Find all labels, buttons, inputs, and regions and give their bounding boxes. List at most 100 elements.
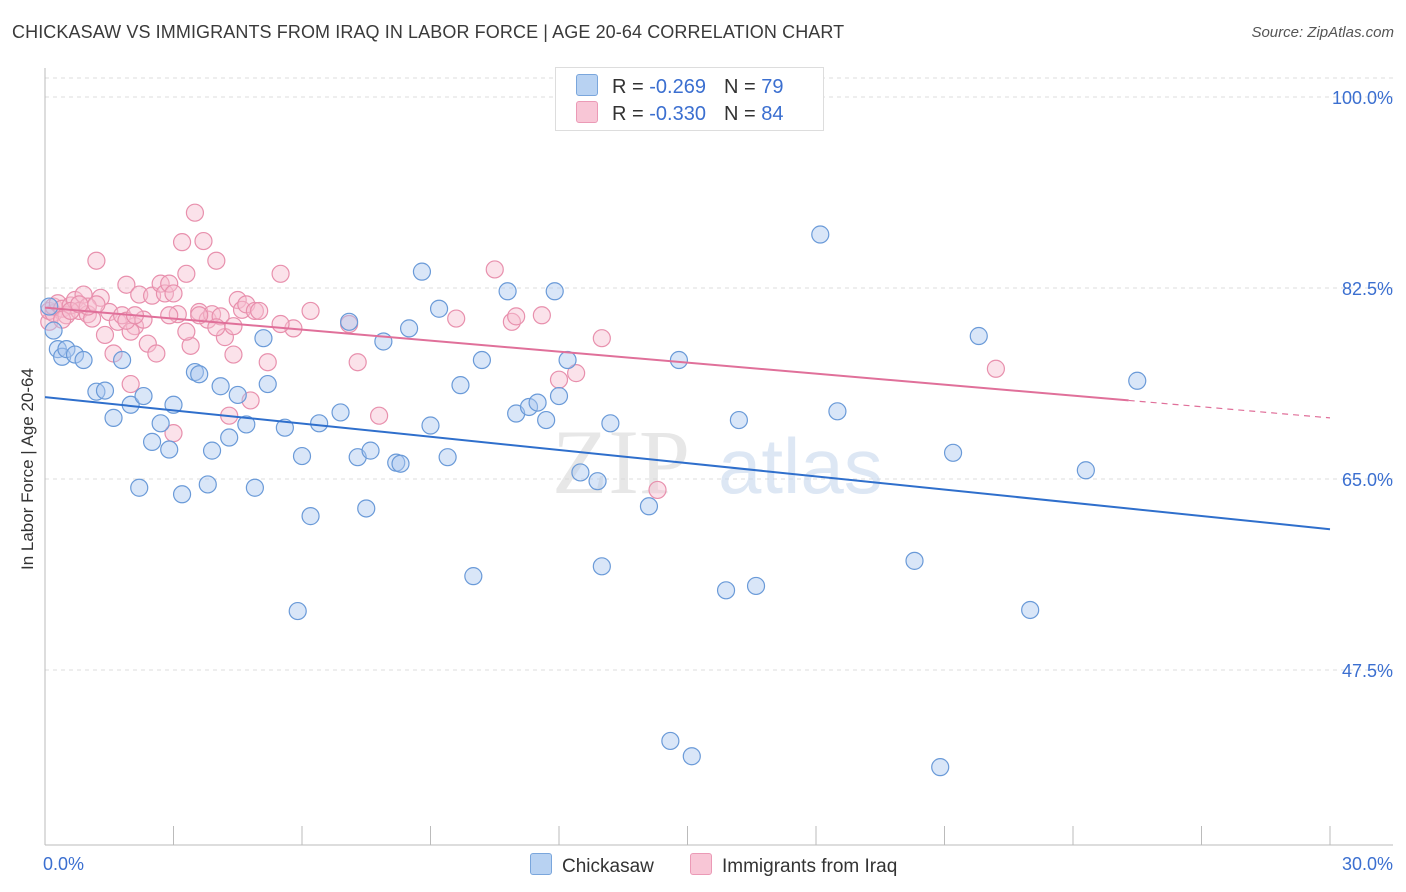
data-point-chickasaw [258,374,277,394]
data-point-iraq [532,306,551,325]
data-point-chickasaw [237,415,256,434]
legend-row-chickasaw: R = -0.269 N = 79 [576,74,783,102]
data-point-chickasaw [1076,461,1095,480]
data-point-chickasaw [905,551,924,570]
data-point-iraq [228,290,247,310]
legend-r-value: -0.330 [649,103,706,125]
watermark: ZIP atlas [552,411,883,513]
source-label: Source: ZipAtlas.com [1251,24,1394,41]
data-point-chickasaw [969,326,988,346]
data-point-iraq [224,317,243,336]
data-point-iraq [549,370,569,389]
data-point-chickasaw [288,601,307,621]
data-point-chickasaw [95,381,115,400]
data-point-iraq [74,285,93,304]
legend-r-value: -0.269 [649,76,706,98]
bottom-legend-swatch-chickasaw [530,853,552,875]
data-point-iraq [986,359,1006,378]
data-point-iraq [70,295,89,314]
series-chickasaw-points [40,225,1147,777]
data-point-chickasaw [537,410,556,430]
data-point-iraq [160,306,179,325]
data-point-iraq [207,251,226,270]
data-point-iraq [160,274,179,293]
data-point-chickasaw [228,385,247,405]
data-point-chickasaw [464,567,483,586]
x-tick-label-max: 30.0% [1342,854,1393,874]
data-point-iraq [271,264,290,283]
data-point-chickasaw [931,758,950,777]
data-point-iraq [224,345,243,364]
data-point-chickasaw [549,386,569,406]
data-point-chickasaw [498,282,517,301]
x-tick-label-min: 0.0% [43,854,84,874]
legend-r-label: R = [612,76,650,98]
y-tick-label: 82.5% [1342,279,1393,299]
data-point-chickasaw [429,299,449,318]
data-point-chickasaw [571,463,590,482]
data-point-chickasaw [254,329,273,348]
data-point-chickasaw [190,365,209,384]
trend-line-chickasaw [44,396,1331,531]
data-point-iraq [370,406,389,425]
data-point-chickasaw [451,376,470,395]
data-point-chickasaw [112,350,132,370]
watermark-atlas: atlas [718,422,883,510]
data-point-chickasaw [943,443,963,462]
data-point-chickasaw [811,225,830,244]
grid-lines [45,77,1393,671]
data-point-chickasaw [399,319,419,338]
data-point-chickasaw [44,321,63,340]
data-point-iraq [177,264,196,283]
data-point-iraq [567,364,586,383]
data-point-chickasaw [357,499,376,518]
legend-n-label: N = [723,103,762,125]
y-tick-labels: 47.5% 65.0% 82.5% 100.0% [1332,88,1393,681]
trend-line-iraq [44,306,1129,402]
data-point-iraq [348,353,367,372]
data-point-iraq [592,329,611,348]
data-point-iraq [250,301,269,321]
y-tick-label: 65.0% [1342,470,1393,490]
data-point-iraq [185,203,205,222]
data-point-chickasaw [40,297,59,316]
data-point-chickasaw [134,386,153,406]
data-point-chickasaw [1128,371,1147,390]
data-point-chickasaw [151,414,170,433]
data-point-chickasaw [172,485,192,504]
data-point-chickasaw [361,441,380,460]
legend-swatch-iraq [576,101,598,123]
data-point-iraq [648,480,667,500]
data-point-iraq [194,231,213,251]
data-point-iraq [211,307,230,326]
data-point-iraq [130,285,149,304]
data-point-chickasaw [592,557,611,576]
data-point-chickasaw [220,428,239,447]
data-point-chickasaw [1021,600,1040,620]
data-point-chickasaw [682,747,701,766]
data-point-chickasaw [639,497,659,516]
data-point-iraq [485,260,504,279]
data-point-iraq [87,295,106,314]
data-point-chickasaw [412,262,432,281]
data-point-chickasaw [340,312,359,331]
series-iraq-points [40,203,1006,500]
bottom-legend-label-chickasaw: Chickasaw [562,856,654,877]
data-point-chickasaw [472,350,491,370]
data-point-chickasaw [130,478,149,497]
data-point-chickasaw [160,440,179,459]
data-point-chickasaw [301,507,320,526]
legend-r-label: R = [612,103,650,125]
data-point-chickasaw [245,478,264,497]
data-point-chickasaw [310,414,329,433]
data-point-chickasaw [661,731,680,751]
data-point-iraq [87,251,106,270]
data-point-chickasaw [391,454,410,473]
data-point-iraq [83,309,102,328]
data-point-chickasaw [601,414,620,433]
data-point-chickasaw [104,408,123,427]
data-point-chickasaw [729,410,749,430]
y-tick-label: 47.5% [1342,661,1393,681]
data-point-chickasaw [438,448,457,467]
data-point-chickasaw [669,350,689,370]
